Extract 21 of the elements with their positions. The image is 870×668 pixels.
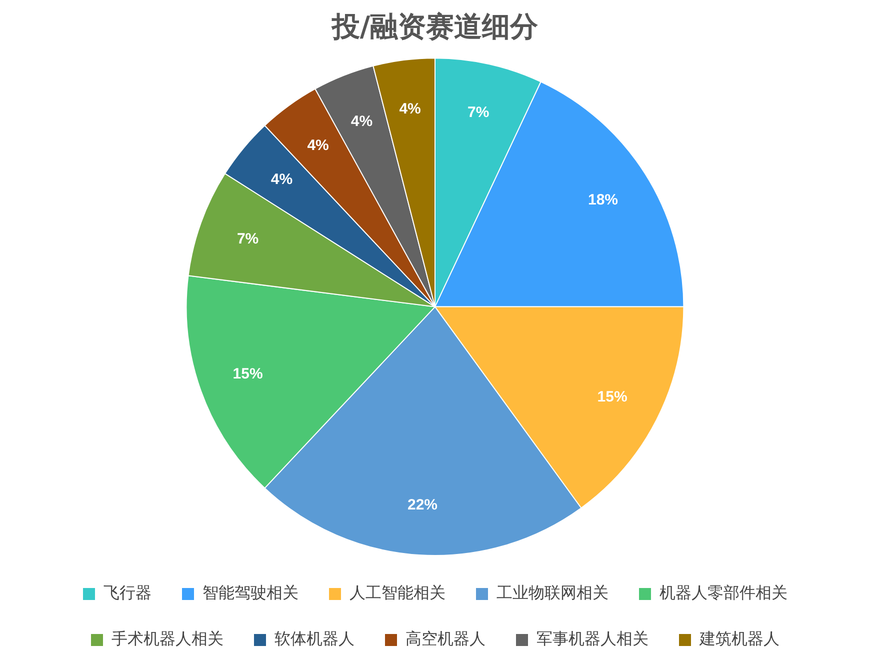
legend-label: 软体机器人 bbox=[274, 629, 354, 648]
legend-label: 人工智能相关 bbox=[350, 583, 446, 602]
legend-label: 建筑机器人 bbox=[698, 629, 780, 648]
chart-title: 投/融资赛道细分 bbox=[330, 10, 540, 44]
data-label: 4% bbox=[399, 100, 421, 118]
data-label: 7% bbox=[468, 104, 490, 121]
data-label: 4% bbox=[307, 136, 329, 154]
data-label: 7% bbox=[236, 230, 259, 248]
data-label: 18% bbox=[588, 191, 618, 208]
legend-label: 军事机器人相关 bbox=[536, 629, 648, 648]
legend-label: 机器人零部件相关 bbox=[660, 583, 788, 602]
data-label: 22% bbox=[407, 496, 438, 514]
data-label: 15% bbox=[232, 365, 263, 382]
data-label: 4% bbox=[350, 112, 373, 130]
data-label: 4% bbox=[270, 171, 293, 188]
legend-label: 高空机器人 bbox=[406, 629, 486, 648]
legend-label: 工业物联网相关 bbox=[496, 583, 608, 602]
data-label: 15% bbox=[597, 388, 628, 406]
legend-label: 智能驾驶相关 bbox=[202, 583, 298, 602]
legend-label: 手术机器人相关 bbox=[112, 629, 224, 648]
legend-label: 飞行器 bbox=[104, 583, 152, 602]
